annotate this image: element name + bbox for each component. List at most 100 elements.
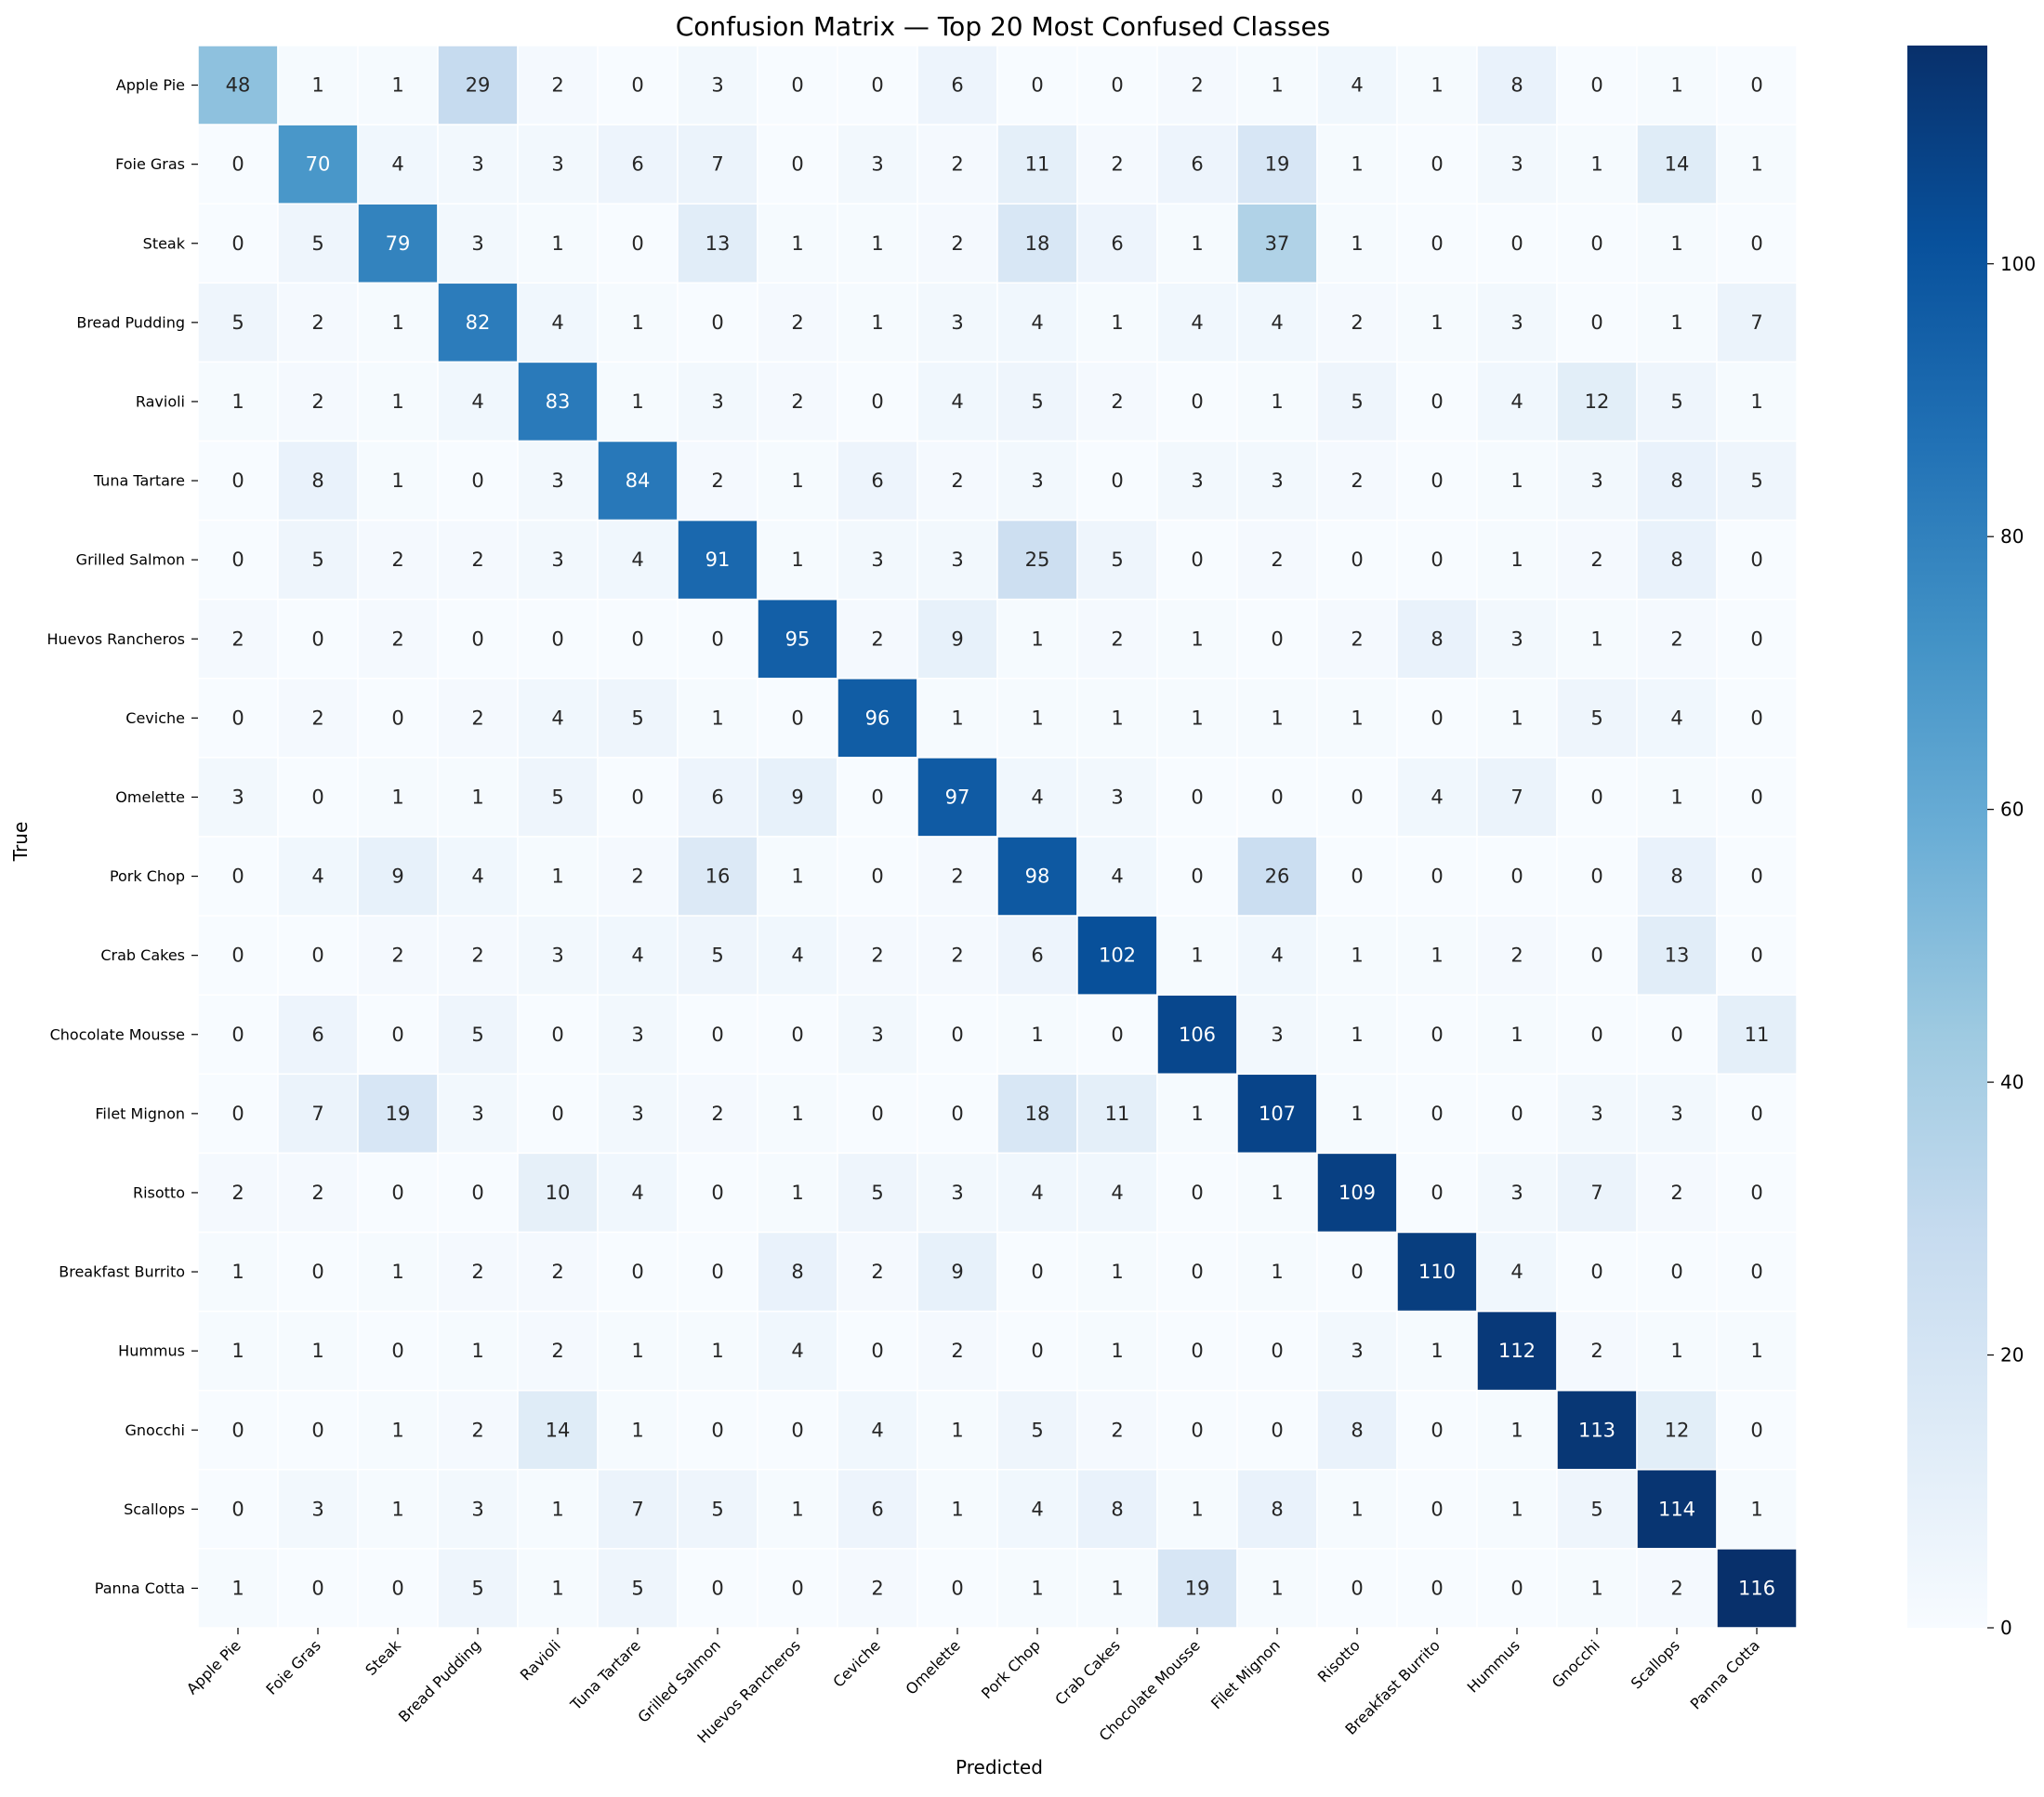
cell-value-label: 0 <box>1271 1419 1283 1441</box>
heatmap-cell-chocolate-mousse-tuna-tartare <box>597 994 679 1076</box>
cell-value-label: 2 <box>391 548 403 571</box>
cell-value-label: 114 <box>1658 1498 1695 1520</box>
heatmap-cell-gnocchi-pork-chop <box>996 1389 1078 1471</box>
cell-value-label: 0 <box>1031 1261 1043 1283</box>
heatmap-cell-bread-pudding-grilled-salmon <box>677 282 758 363</box>
cell-value-label: 2 <box>471 1419 483 1441</box>
cell-value-label: 1 <box>791 1103 803 1125</box>
cell-value-label: 1 <box>1670 74 1682 97</box>
cell-value-label: 0 <box>1191 786 1203 808</box>
cell-value-label: 3 <box>471 1498 483 1520</box>
cell-value-label: 1 <box>631 390 643 413</box>
heatmap-cell-chocolate-mousse-chocolate-mousse <box>1156 994 1238 1076</box>
cell-value-label: 1 <box>1031 1024 1043 1046</box>
heatmap-cell-steak-huevos-rancheros <box>757 203 838 284</box>
y-tick-label-bread-pudding: Bread Pudding <box>76 313 185 331</box>
cell-value-label: 1 <box>471 786 483 808</box>
cell-value-label: 9 <box>951 1261 963 1283</box>
cell-value-label: 2 <box>871 945 883 967</box>
heatmap-cell-steak-filet-mignon <box>1236 203 1318 284</box>
heatmap-cell-grilled-salmon-filet-mignon <box>1236 519 1318 601</box>
heatmap: 48 1 1 29 2 0 3 0 0 6 0 0 2 1 4 1 8 0 1 00 70 4 3 3 6 7 0 3 2 11 2 6 19 1… <box>197 45 1798 1629</box>
cell-value-label: 2 <box>951 1340 963 1362</box>
cell-value-label: 2 <box>471 1261 483 1283</box>
heatmap-cell-chocolate-mousse-ravioli <box>517 994 599 1076</box>
heatmap-cell-tuna-tartare-risotto <box>1316 440 1398 522</box>
heatmap-cell-crab-cakes-bread-pudding <box>437 915 519 996</box>
cell-value-label: 8 <box>1670 865 1682 888</box>
heatmap-cell-chocolate-mousse-bread-pudding <box>437 994 519 1076</box>
heatmap-cell-breakfast-burrito-bread-pudding <box>437 1231 519 1313</box>
cell-value-label: 11 <box>1025 153 1050 176</box>
heatmap-cell-crab-cakes-omelette <box>917 915 998 996</box>
heatmap-cell-risotto-chocolate-mousse <box>1156 1152 1238 1234</box>
heatmap-cell-pork-chop-apple-pie <box>197 836 279 917</box>
cell-value-label: 9 <box>951 628 963 650</box>
heatmap-cell-crab-cakes-risotto <box>1316 915 1398 996</box>
cell-value-label: 0 <box>1590 786 1602 808</box>
y-tick-label-chocolate-mousse: Chocolate Mousse <box>50 1025 185 1043</box>
cell-value-label: 2 <box>311 311 323 334</box>
cell-value-label: 0 <box>471 1182 483 1204</box>
heatmap-cell-apple-pie-huevos-rancheros <box>757 45 838 126</box>
cell-value-label: 5 <box>311 548 323 571</box>
cell-value-label: 83 <box>546 390 571 413</box>
heatmap-cell-crab-cakes-pork-chop <box>996 915 1078 996</box>
y-tick-label-hummus: Hummus <box>118 1342 185 1360</box>
cell-value-label: 70 <box>306 153 331 176</box>
heatmap-cell-panna-cotta-crab-cakes <box>1076 1548 1158 1629</box>
cell-value-label: 11 <box>1745 1024 1770 1046</box>
cell-value-label: 0 <box>631 786 643 808</box>
cell-value-label: 0 <box>1431 1577 1443 1599</box>
cell-value-label: 1 <box>231 390 244 413</box>
heatmap-cell-chocolate-mousse-breakfast-burrito <box>1396 994 1478 1076</box>
cell-value-label: 1 <box>471 1340 483 1362</box>
cell-value-label: 116 <box>1738 1577 1775 1599</box>
heatmap-cell-pork-chop-gnocchi <box>1556 836 1638 917</box>
cell-value-label: 0 <box>871 74 883 97</box>
heatmap-cell-ravioli-chocolate-mousse <box>1156 361 1238 443</box>
cell-value-label: 8 <box>1670 469 1682 492</box>
cell-value-label: 0 <box>1351 548 1363 571</box>
cell-value-label: 3 <box>471 153 483 176</box>
heatmap-cell-filet-mignon-bread-pudding <box>437 1073 519 1155</box>
colorbar-gradient <box>1907 46 1987 1628</box>
heatmap-cell-risotto-steak <box>357 1152 439 1234</box>
heatmap-cell-ceviche-risotto <box>1316 678 1398 759</box>
cell-value-label: 5 <box>1031 1419 1043 1441</box>
colorbar-tick-label: 40 <box>2000 1071 2024 1093</box>
heatmap-cell-breakfast-burrito-chocolate-mousse <box>1156 1231 1238 1313</box>
heatmap-cell-grilled-salmon-huevos-rancheros <box>757 519 838 601</box>
heatmap-cell-pork-chop-huevos-rancheros <box>757 836 838 917</box>
cell-value-label: 0 <box>231 1024 244 1046</box>
heatmap-cell-huevos-rancheros-huevos-rancheros <box>757 598 838 680</box>
colorbar-tick-label: 0 <box>2000 1617 2012 1639</box>
heatmap-cell-filet-mignon-chocolate-mousse <box>1156 1073 1238 1155</box>
cell-value-label: 1 <box>1351 945 1363 967</box>
y-tick-label-scallops: Scallops <box>124 1500 185 1518</box>
heatmap-cell-risotto-bread-pudding <box>437 1152 519 1234</box>
heatmap-cell-omelette-crab-cakes <box>1076 757 1158 838</box>
heatmap-cell-crab-cakes-gnocchi <box>1556 915 1638 996</box>
heatmap-cell-huevos-rancheros-scallops <box>1636 598 1718 680</box>
heatmap-cell-chocolate-mousse-huevos-rancheros <box>757 994 838 1076</box>
cell-value-label: 0 <box>391 707 403 729</box>
heatmap-cell-grilled-salmon-hummus <box>1476 519 1558 601</box>
cell-value-label: 1 <box>631 1340 643 1362</box>
heatmap-cell-tuna-tartare-ceviche <box>837 440 918 522</box>
heatmap-cell-grilled-salmon-ravioli <box>517 519 599 601</box>
heatmap-cell-panna-cotta-apple-pie <box>197 1548 279 1629</box>
cell-value-label: 0 <box>311 1261 323 1283</box>
cell-value-label: 0 <box>791 707 803 729</box>
cell-value-label: 3 <box>311 1498 323 1520</box>
heatmap-cell-chocolate-mousse-grilled-salmon <box>677 994 758 1076</box>
cell-value-label: 82 <box>466 311 491 334</box>
heatmap-cell-tuna-tartare-chocolate-mousse <box>1156 440 1238 522</box>
heatmap-cell-gnocchi-risotto <box>1316 1389 1398 1471</box>
cell-value-label: 7 <box>631 1498 643 1520</box>
cell-value-label: 4 <box>1111 1182 1123 1204</box>
y-tick-label-apple-pie: Apple Pie <box>116 76 185 94</box>
heatmap-cell-omelette-panna-cotta <box>1716 757 1798 838</box>
cell-value-label: 4 <box>1031 1182 1043 1204</box>
heatmap-cell-gnocchi-scallops <box>1636 1389 1718 1471</box>
